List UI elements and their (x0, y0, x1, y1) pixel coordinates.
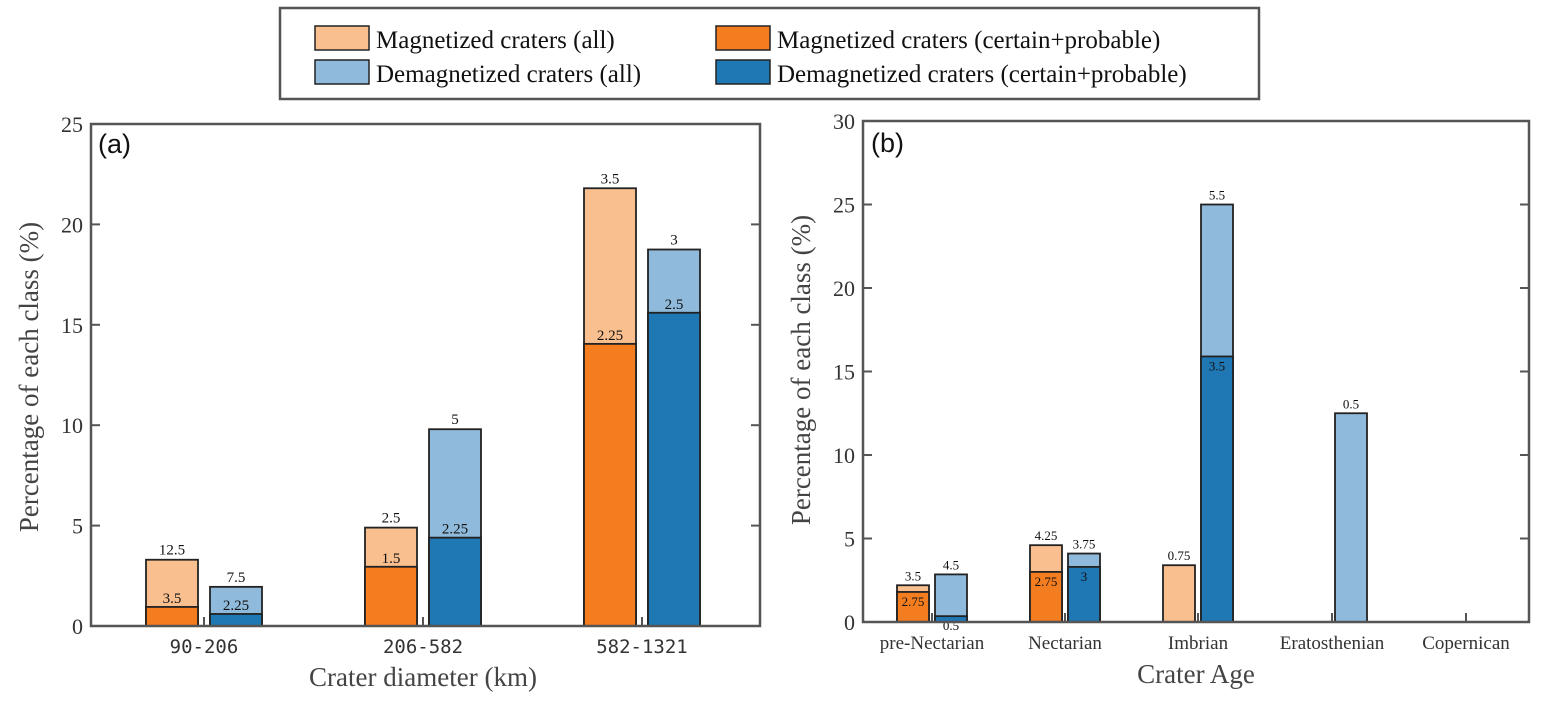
data-label-demag-all-206-582: 5 (451, 412, 459, 428)
data-label-demag-cp-pre-nectarian: 0.5 (943, 618, 959, 633)
panel-b-xlabel: Crater Age (1137, 659, 1255, 689)
panel-a-bars: 12.5 3.5 7.5 2.25 2.5 1.5 5 2.25 3.5 2.25 3 2.5 (145, 171, 701, 627)
panel-b-ticks: 0 5 10 15 20 25 30 pre-Nectarian Nectarian Imbria… (833, 109, 1529, 654)
data-label-mag-all-206-582: 2.5 (382, 511, 401, 527)
data-label-demag-all-582-1321: 3 (670, 233, 678, 249)
legend-label-demag-all: Demagnetized craters (all) (376, 61, 641, 88)
data-label-demag-cp-90-206: 2.25 (223, 598, 249, 614)
data-label-mag-all-582-1321: 3.5 (601, 171, 620, 187)
data-label-demag-cp-206-582: 2.25 (442, 522, 468, 538)
panel-b-ylabel: Percentage of each class (%) (786, 215, 816, 525)
ytick-label: 15 (833, 360, 855, 385)
bar-demag-all-eratosthenian (1334, 412, 1368, 623)
ytick-label: 25 (61, 112, 83, 137)
legend-label-mag-cp: Magnetized craters (certain+probable) (777, 27, 1160, 54)
data-label-demag-all-90-206: 7.5 (227, 570, 246, 586)
ytick-label: 25 (833, 193, 855, 218)
panel-a-xlabel: Crater diameter (km) (309, 662, 537, 692)
xtick-label-206-582: 206-582 (383, 636, 463, 658)
data-label-mag-all-nectarian: 4.25 (1035, 528, 1058, 543)
panel-b-label: (b) (871, 128, 904, 158)
xtick-label-eratosthenian: Eratosthenian (1280, 633, 1385, 654)
xtick-label-imbrian: Imbrian (1168, 633, 1229, 654)
legend-swatch-mag-all (314, 25, 370, 51)
ytick-label: 0 (72, 614, 83, 639)
data-label-demag-all-pre-nectarian: 4.5 (943, 557, 959, 572)
data-label-mag-cp-582-1321: 2.25 (597, 328, 623, 344)
bar-demag-cp-582-1321 (647, 311, 701, 627)
ytick-label: 20 (61, 212, 83, 237)
data-label-mag-cp-nectarian: 2.75 (1035, 574, 1058, 589)
ytick-label: 20 (833, 276, 855, 301)
legend-swatch-demag-all (314, 59, 370, 85)
data-label-mag-cp-pre-nectarian: 2.75 (902, 594, 925, 609)
ytick-label: 10 (833, 443, 855, 468)
panel-a-axes-box (89, 122, 762, 628)
bar-demag-cp-90-206 (209, 613, 263, 627)
legend: Magnetized craters (all) Magnetized crat… (278, 6, 1261, 101)
bar-mag-cp-582-1321 (583, 342, 637, 627)
data-label-demag-cp-imbrian: 3.5 (1209, 358, 1225, 373)
ytick-label: 30 (833, 109, 855, 134)
bar-mag-cp-pre-nectarian (896, 591, 930, 623)
panel-b-bars: 3.5 2.75 4.5 0.5 4.25 2.75 3.75 3 0.75 5.5 3.5 0.5 (896, 188, 1368, 633)
data-label-mag-cp-90-206: 3.5 (163, 591, 182, 607)
xtick-label-nectarian: Nectarian (1028, 633, 1102, 654)
legend-label-mag-all: Magnetized craters (all) (376, 27, 615, 54)
bar-mag-cp-206-582 (364, 565, 418, 627)
bar-demag-all-pre-nectarian (934, 573, 968, 623)
panel-a-ylabel: Percentage of each class (%) (14, 222, 44, 532)
ytick-label: 15 (61, 313, 83, 338)
data-label-demag-all-nectarian: 3.75 (1073, 537, 1096, 552)
data-label-demag-all-eratosthenian: 0.5 (1343, 396, 1359, 411)
ytick-label: 10 (61, 413, 83, 438)
legend-label-demag-cp: Demagnetized craters (certain+probable) (777, 61, 1187, 88)
bar-demag-cp-imbrian (1200, 355, 1234, 623)
legend-swatch-mag-cp (715, 25, 771, 51)
panel-a-ticks: 0 5 10 15 20 25 90-206 206-582 582-1321 (61, 112, 760, 658)
bar-demag-cp-nectarian (1067, 565, 1101, 623)
bar-demag-cp-206-582 (428, 536, 482, 627)
data-label-mag-all-imbrian: 0.75 (1168, 548, 1191, 563)
data-label-demag-all-imbrian: 5.5 (1209, 188, 1225, 203)
chart-panel-b: 3.52.754.50.54.252.753.7530.755.53.50.5 … (786, 109, 1531, 689)
ytick-label: 0 (844, 610, 855, 635)
bar-mag-all-imbrian (1162, 564, 1196, 623)
data-label-mag-all-pre-nectarian: 3.5 (905, 568, 921, 583)
xtick-label-582-1321: 582-1321 (596, 636, 688, 658)
xtick-label-copernican: Copernican (1422, 633, 1510, 654)
data-label-mag-cp-206-582: 1.5 (382, 551, 401, 567)
legend-swatch-demag-cp (715, 59, 771, 85)
data-label-demag-cp-nectarian: 3 (1081, 569, 1088, 584)
xtick-label-90-206: 90-206 (170, 636, 239, 658)
xtick-label-pre-nectarian: pre-Nectarian (880, 633, 985, 654)
ytick-label: 5 (72, 514, 83, 539)
ytick-label: 5 (844, 527, 855, 552)
panel-b-axes-box (861, 119, 1531, 624)
data-label-demag-cp-582-1321: 2.5 (665, 297, 684, 313)
panel-a-label: (a) (98, 129, 131, 159)
data-label-mag-all-90-206: 12.5 (159, 543, 185, 559)
bar-mag-cp-90-206 (145, 606, 199, 627)
